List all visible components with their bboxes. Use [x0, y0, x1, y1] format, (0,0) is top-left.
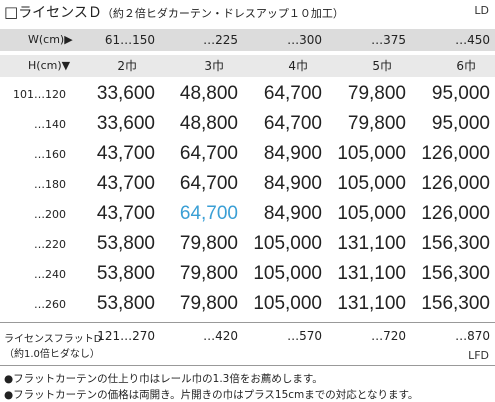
row-height-label: …140	[34, 118, 66, 131]
price-cell: 84,900	[263, 173, 322, 194]
price-cell: 84,900	[263, 203, 322, 224]
price-cell: 53,800	[96, 263, 155, 284]
panel-col-5: 6巾	[456, 59, 476, 73]
section-divider-bottom	[0, 365, 495, 366]
flat-width-4: …720	[371, 329, 406, 343]
product-name: ライセンスＤ	[18, 5, 102, 21]
width-header-label: W(cm)▶	[28, 33, 73, 46]
price-cell: 53,800	[96, 233, 155, 254]
price-cell: 131,100	[337, 293, 406, 314]
title-checkbox-glyph: □	[4, 3, 19, 21]
price-cell: 126,000	[421, 143, 490, 164]
price-cell: 156,300	[421, 293, 490, 314]
row-height-label: …260	[34, 298, 66, 311]
price-cell: 84,900	[263, 143, 322, 164]
row-height-label: 101…120	[13, 88, 66, 101]
price-cell: 33,600	[96, 113, 155, 134]
price-cell: 79,800	[179, 233, 238, 254]
price-cell: 95,000	[431, 113, 490, 134]
price-cell: 131,100	[337, 233, 406, 254]
price-cell: 95,000	[431, 83, 490, 104]
price-cell: 64,700	[263, 83, 322, 104]
price-cell: 43,700	[96, 143, 155, 164]
row-height-label: …180	[34, 178, 66, 191]
price-cell: 126,000	[421, 173, 490, 194]
price-cell: 43,700	[96, 173, 155, 194]
price-cell: 156,300	[421, 233, 490, 254]
height-header-row	[0, 55, 495, 77]
flat-curtain-label: ライセンスフラットD	[4, 334, 102, 345]
panel-col-4: 5巾	[372, 59, 392, 73]
price-cell: 105,000	[337, 143, 406, 164]
width-col-1: 61…150	[104, 33, 155, 47]
price-cell: 105,000	[253, 293, 322, 314]
panel-col-1: 2巾	[117, 59, 137, 73]
price-cell: 48,800	[179, 83, 238, 104]
price-cell: 79,800	[179, 293, 238, 314]
width-col-5: …450	[455, 33, 490, 47]
note-1: ●フラットカーテンの仕上り巾はレール巾の1.3倍をお薦めします。	[4, 373, 323, 385]
product-title: □ライセンスＤ（約２倍ヒダカーテン・ドレスアップ１０加工）	[4, 2, 344, 22]
width-col-2: …225	[203, 33, 238, 47]
price-cell: 79,800	[179, 263, 238, 284]
panel-col-2: 3巾	[204, 59, 224, 73]
price-cell: 105,000	[337, 173, 406, 194]
width-header-row	[0, 29, 495, 51]
price-cell: 156,300	[421, 263, 490, 284]
row-height-label: …160	[34, 148, 66, 161]
flat-curtain-sublabel: （約1.0倍ヒダなし）	[4, 349, 100, 360]
row-height-label: …240	[34, 268, 66, 281]
price-cell: 43,700	[96, 203, 155, 224]
row-height-label: …200	[34, 208, 66, 221]
product-subtitle: （約２倍ヒダカーテン・ドレスアップ１０加工）	[101, 7, 344, 20]
row-height-label: …220	[34, 238, 66, 251]
price-cell: 64,700	[179, 143, 238, 164]
price-cell: 131,100	[337, 263, 406, 284]
price-cell: 48,800	[179, 113, 238, 134]
price-cell: 105,000	[337, 203, 406, 224]
price-cell: 33,600	[96, 83, 155, 104]
price-cell: 64,700	[179, 203, 238, 224]
flat-width-1: 121…270	[97, 329, 155, 343]
width-col-4: …375	[371, 33, 406, 47]
price-cell: 64,700	[179, 173, 238, 194]
height-header-label: H(cm)▼	[28, 59, 71, 72]
panel-col-3: 4巾	[288, 59, 308, 73]
price-cell: 126,000	[421, 203, 490, 224]
price-cell: 53,800	[96, 293, 155, 314]
price-cell: 105,000	[253, 233, 322, 254]
flat-width-5: …870	[455, 329, 490, 343]
price-cell: 64,700	[263, 113, 322, 134]
price-cell: 79,800	[347, 113, 406, 134]
price-cell: 105,000	[253, 263, 322, 284]
section-divider	[0, 322, 495, 323]
price-cell: 79,800	[347, 83, 406, 104]
note-2: ●フラットカーテンの価格は両開き。片開きの巾はプラス15cmまでの対応となります…	[4, 389, 419, 401]
product-code: LD	[474, 4, 489, 17]
flat-width-3: …570	[287, 329, 322, 343]
flat-width-2: …420	[203, 329, 238, 343]
width-col-3: …300	[287, 33, 322, 47]
flat-product-code: LFD	[468, 349, 489, 362]
